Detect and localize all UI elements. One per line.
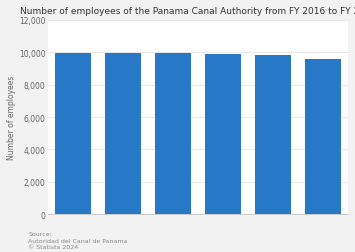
Bar bbox=[205, 55, 241, 214]
Bar bbox=[305, 60, 341, 214]
Title: Number of employees of the Panama Canal Authority from FY 2016 to FY 2021: Number of employees of the Panama Canal … bbox=[20, 7, 355, 16]
Bar bbox=[105, 54, 141, 214]
Bar bbox=[255, 56, 291, 214]
Text: Source:
Autoridad del Canal de Panama
© Statista 2024: Source: Autoridad del Canal de Panama © … bbox=[28, 231, 128, 249]
Bar bbox=[155, 54, 191, 214]
Bar bbox=[55, 53, 91, 214]
Y-axis label: Number of employees: Number of employees bbox=[7, 76, 16, 160]
